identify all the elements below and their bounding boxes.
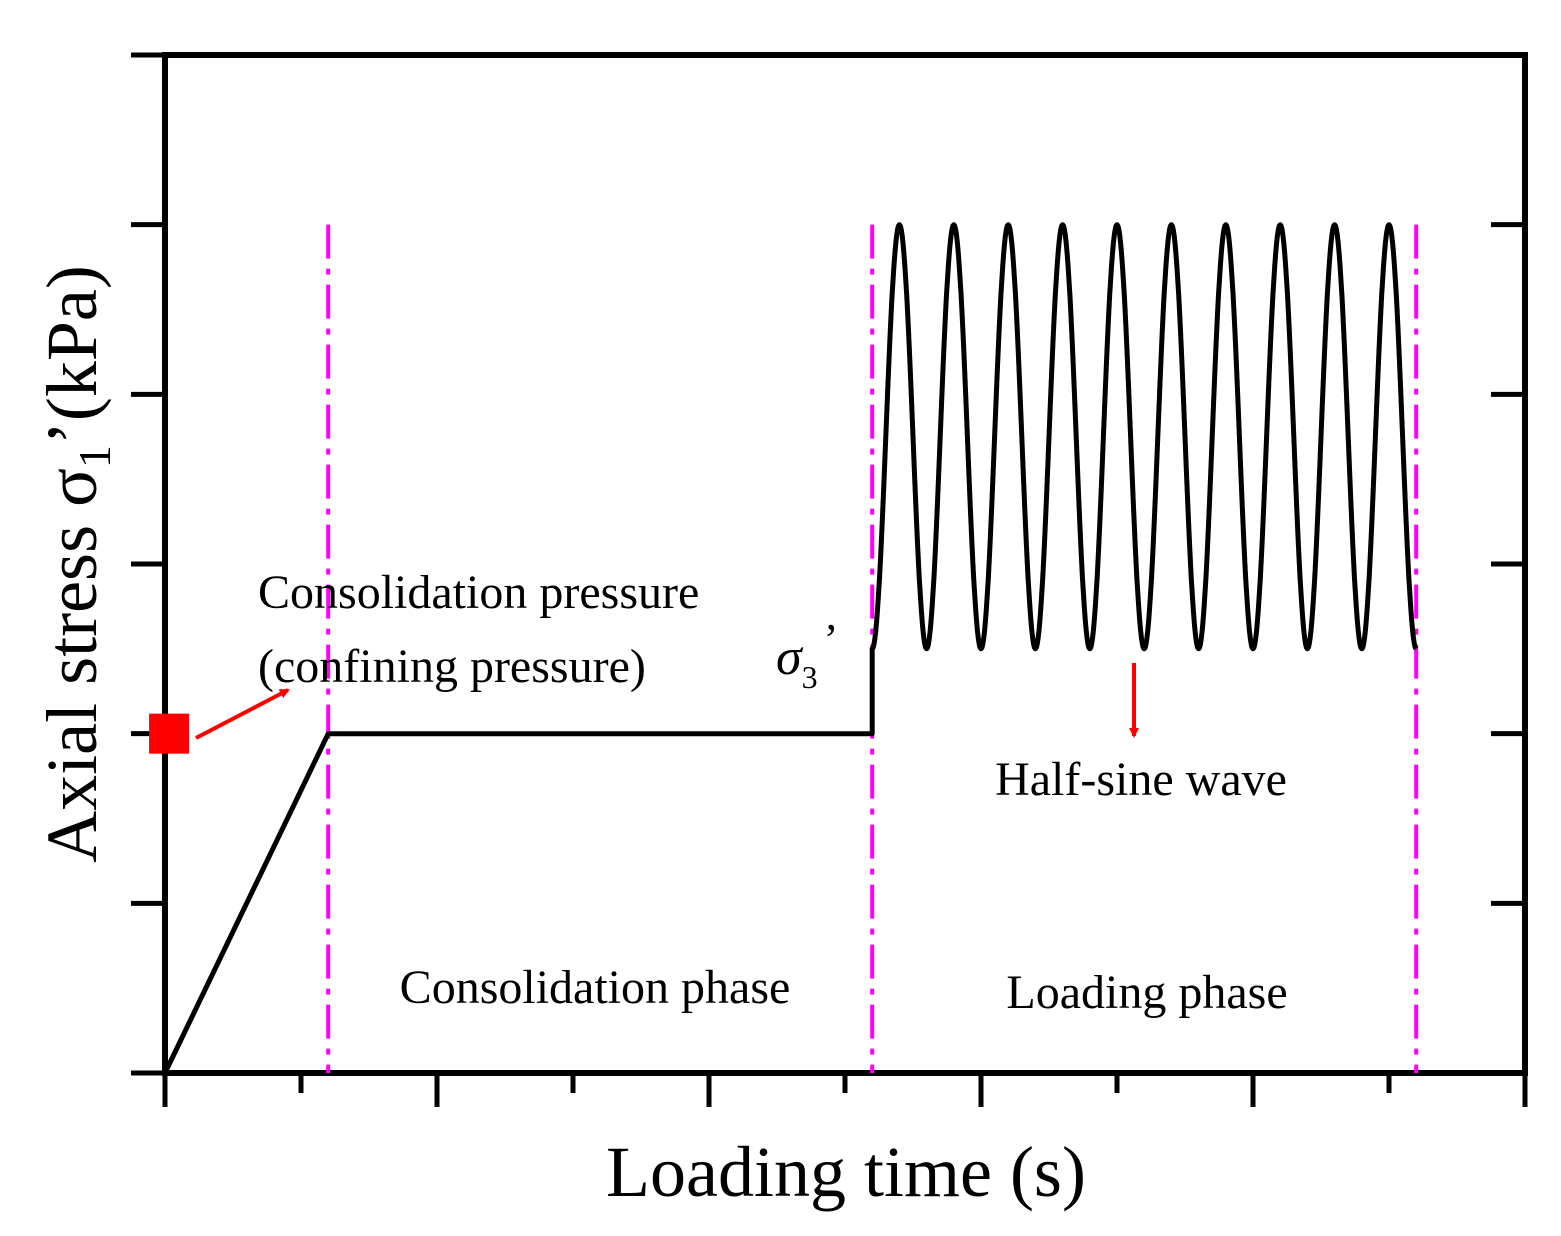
sigma3-prime: ’	[824, 615, 839, 664]
y-axis-ticks-right	[1491, 52, 1525, 1076]
annotation-sigma3: σ3’	[776, 615, 838, 695]
annotation-half-sine-wave: Half-sine wave	[995, 753, 1287, 806]
y-axis-label-prime: ’	[32, 421, 112, 445]
annotation-loading-phase: Loading phase	[1006, 966, 1287, 1019]
y-axis-label-unit: (kPa)	[32, 265, 112, 421]
y-axis-label-prefix: Axial stress	[32, 507, 112, 863]
y-axis-ticks-left	[131, 52, 165, 1076]
x-axis-ticks	[162, 1073, 1528, 1107]
y-axis-label-symbol: σ	[32, 468, 112, 507]
consolidation-pressure-marker	[149, 713, 190, 754]
sigma3-symbol: σ	[776, 629, 804, 686]
consolidation-pressure-arrow	[195, 688, 290, 740]
annotation-consolidation-pressure-line2: (confining pressure)	[258, 640, 646, 693]
y-axis-label-subscript: 1	[69, 445, 120, 468]
annotation-consolidation-phase: Consolidation phase	[400, 961, 791, 1014]
plot-frame	[162, 52, 1528, 1076]
annotation-consolidation-pressure-line1: Consolidation pressure	[258, 566, 699, 619]
sigma3-subscript: 3	[802, 659, 818, 695]
y-axis-label: Axial stress σ1’(kPa)	[32, 265, 120, 863]
x-axis-label: Loading time (s)	[606, 1132, 1086, 1212]
series-line-axial-stress	[162, 222, 1419, 1075]
